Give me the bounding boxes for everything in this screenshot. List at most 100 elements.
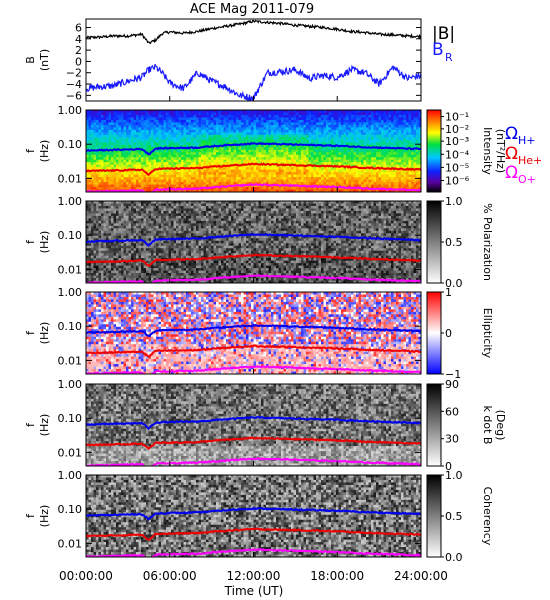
- spectrogram-cell: [103, 162, 107, 166]
- spectrogram-cell: [278, 134, 282, 138]
- spectrogram-cell: [316, 167, 319, 171]
- spectrogram-cell: [118, 112, 122, 116]
- spectrogram-cell: [98, 184, 102, 188]
- spectrogram-cell: [358, 134, 362, 138]
- spectrogram-cell: [216, 179, 219, 183]
- spectrogram-cell: [283, 147, 287, 151]
- spectrogram-cell: [401, 114, 404, 118]
- spectrogram-cell: [111, 147, 114, 151]
- spectrogram-cell: [246, 187, 249, 190]
- spectrogram-cell: [403, 139, 407, 143]
- spectrogram-cell: [146, 174, 149, 178]
- spectrogram-cell: [268, 117, 272, 121]
- spectrogram-cell: [91, 177, 94, 180]
- spectrogram-cell: [178, 132, 182, 136]
- spectrogram-cell: [283, 134, 287, 138]
- spectrogram-cell: [356, 147, 359, 151]
- spectrogram-cell: [316, 119, 319, 123]
- spectrogram-cell: [93, 152, 97, 156]
- spectrogram-cell: [153, 177, 157, 180]
- spectrogram-cell: [166, 174, 169, 178]
- spectrogram-cell: [278, 179, 282, 183]
- spectrogram-cell: [293, 149, 297, 153]
- spectrogram-cell: [148, 169, 152, 173]
- spectrogram-cell: [248, 144, 252, 148]
- spectrogram-cell: [173, 112, 177, 116]
- spectrogram-cell: [183, 127, 187, 131]
- spectrogram-cell: [408, 157, 412, 161]
- spectrogram-cell: [148, 110, 152, 113]
- spectrogram-cell: [116, 218, 119, 222]
- spectrogram-cell: [281, 152, 284, 156]
- spectrogram-cell: [188, 152, 192, 156]
- spectrogram-cell: [193, 142, 197, 146]
- spectrogram-cell: [281, 147, 284, 151]
- spectrogram-cell: [88, 127, 92, 131]
- spectrogram-cell: [393, 117, 397, 121]
- spectrogram-cell: [278, 112, 282, 116]
- spectrogram-cell: [218, 114, 222, 118]
- spectrogram-cell: [398, 169, 402, 173]
- spectrogram-cell: [383, 152, 387, 156]
- spectrogram-cell: [336, 174, 339, 178]
- spectrogram-cell: [118, 159, 122, 163]
- spectrogram-cell: [101, 230, 104, 234]
- spectrogram-cell: [91, 110, 94, 113]
- spectrogram-cell: [136, 117, 139, 121]
- spectrogram-cell: [326, 159, 329, 163]
- spectrogram-cell: [143, 152, 147, 156]
- spectrogram-cell: [376, 114, 379, 118]
- spectrogram-cell: [106, 167, 109, 171]
- spectrogram-cell: [116, 184, 119, 188]
- spectrogram-cell: [96, 275, 99, 279]
- spectrogram-cell: [103, 127, 107, 131]
- spectrogram-cell: [276, 169, 279, 173]
- spectrogram-cell: [346, 132, 349, 136]
- spectrogram-cell: [153, 149, 157, 153]
- spectrogram-cell: [293, 154, 297, 158]
- spectrogram-cell: [303, 137, 307, 141]
- spectrogram-cell: [111, 164, 114, 168]
- spectrogram-cell: [213, 174, 217, 178]
- spectrogram-cell: [121, 270, 124, 274]
- spectrogram-cell: [391, 184, 394, 188]
- spectrogram-cell: [406, 139, 409, 143]
- spectrogram-cell: [118, 208, 122, 212]
- spectrogram-cell: [396, 139, 399, 143]
- spectrogram-cell: [331, 139, 334, 143]
- spectrogram-cell: [123, 149, 127, 153]
- spectrogram-cell: [233, 129, 237, 133]
- spectrogram-cell: [118, 235, 122, 239]
- spectrogram-cell: [333, 169, 337, 173]
- spectrogram-cell: [318, 144, 322, 148]
- spectrogram-cell: [273, 189, 277, 192]
- spectrogram-cell: [106, 129, 109, 133]
- spectrogram-cell: [383, 119, 387, 123]
- spectrogram-cell: [116, 268, 119, 271]
- spectrogram-cell: [113, 134, 117, 138]
- spectrogram-cell: [211, 182, 214, 185]
- spectrogram-cell: [98, 230, 102, 234]
- spectrogram-cell: [366, 177, 369, 180]
- spectrogram-cell: [286, 119, 289, 123]
- spectrogram-cell: [231, 172, 234, 175]
- spectrogram-cell: [118, 215, 122, 219]
- spectrogram-cell: [121, 172, 124, 175]
- spectrogram-cell: [298, 172, 302, 175]
- spectrogram-cell: [333, 132, 337, 136]
- spectrogram-cell: [323, 152, 327, 156]
- spectrogram-cell: [313, 129, 317, 133]
- spectrogram-cell: [313, 174, 317, 178]
- spectrogram-cell: [216, 177, 219, 180]
- spectrogram-cell: [163, 127, 167, 131]
- spectrogram-cell: [291, 177, 294, 180]
- spectrogram-cell: [391, 182, 394, 185]
- spectrogram-cell: [193, 189, 197, 192]
- spectrogram-cell: [103, 210, 107, 214]
- spectrogram-cell: [286, 167, 289, 171]
- spectrogram-cell: [203, 127, 207, 131]
- spectrogram-cell: [186, 139, 189, 143]
- spectrogram-cell: [401, 182, 404, 185]
- spectrogram-cell: [276, 174, 279, 178]
- spectrogram-cell: [88, 248, 92, 252]
